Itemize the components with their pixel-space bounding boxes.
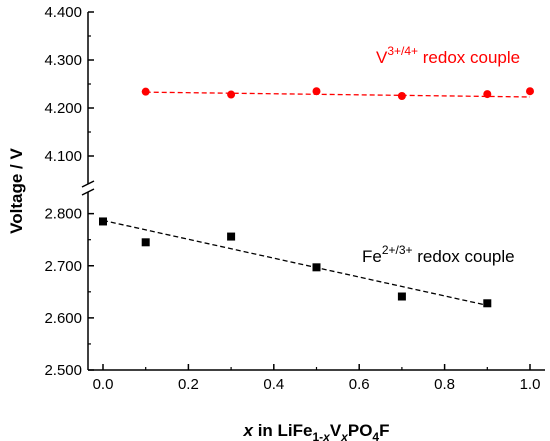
data-point-lower <box>227 232 236 241</box>
x-tick-label: 1.0 <box>520 376 541 393</box>
axis-break-mark <box>81 188 95 196</box>
data-point-upper <box>526 87 534 96</box>
data-point-lower <box>312 263 321 272</box>
y-tick-label: 2.800 <box>44 206 82 223</box>
data-point-lower <box>397 292 406 301</box>
tick-labels: 4.100 4.200 4.300 4.400 2.500 2.600 2.700 2.800… <box>44 4 540 393</box>
x-tick-label: 0.4 <box>263 376 284 393</box>
x-tick-label: 0.0 <box>93 376 114 393</box>
series-label-fe-redox: Fe2+/3+ redox couple <box>362 243 515 266</box>
y-axis-title: Voltage / V <box>7 148 26 234</box>
axis-break-mark <box>81 180 95 188</box>
data-point-upper <box>483 90 492 99</box>
y-tick-label: 4.300 <box>44 52 82 69</box>
data-point-upper <box>312 87 321 96</box>
fit-line-lower <box>102 219 488 307</box>
data-point-lower <box>483 299 492 308</box>
y-tick-label: 4.100 <box>44 148 82 165</box>
x-tick-label: 0.6 <box>349 376 370 393</box>
x-axis-title: x in LiFe1-xVxPO4F <box>243 421 390 441</box>
data-point-upper <box>141 87 150 96</box>
data-point-lower <box>141 238 150 247</box>
y-tick-label: 4.200 <box>44 100 82 117</box>
y-tick-label: 2.600 <box>44 310 82 327</box>
axis-ticks <box>88 11 531 371</box>
data-point-upper <box>397 92 406 100</box>
y-tick-label: 4.400 <box>44 4 82 21</box>
y-tick-label: 2.700 <box>44 258 82 275</box>
x-tick-label: 0.2 <box>178 376 199 393</box>
series-label-v-redox: V3+/4+ redox couple <box>376 44 520 67</box>
x-tick-label: 0.8 <box>434 376 455 393</box>
fit-line-upper <box>145 91 531 98</box>
data-point-upper <box>227 90 236 99</box>
data-point-lower <box>99 217 107 226</box>
fit-lines <box>102 91 531 307</box>
y-tick-label: 2.500 <box>44 362 82 379</box>
data-points <box>99 87 534 308</box>
